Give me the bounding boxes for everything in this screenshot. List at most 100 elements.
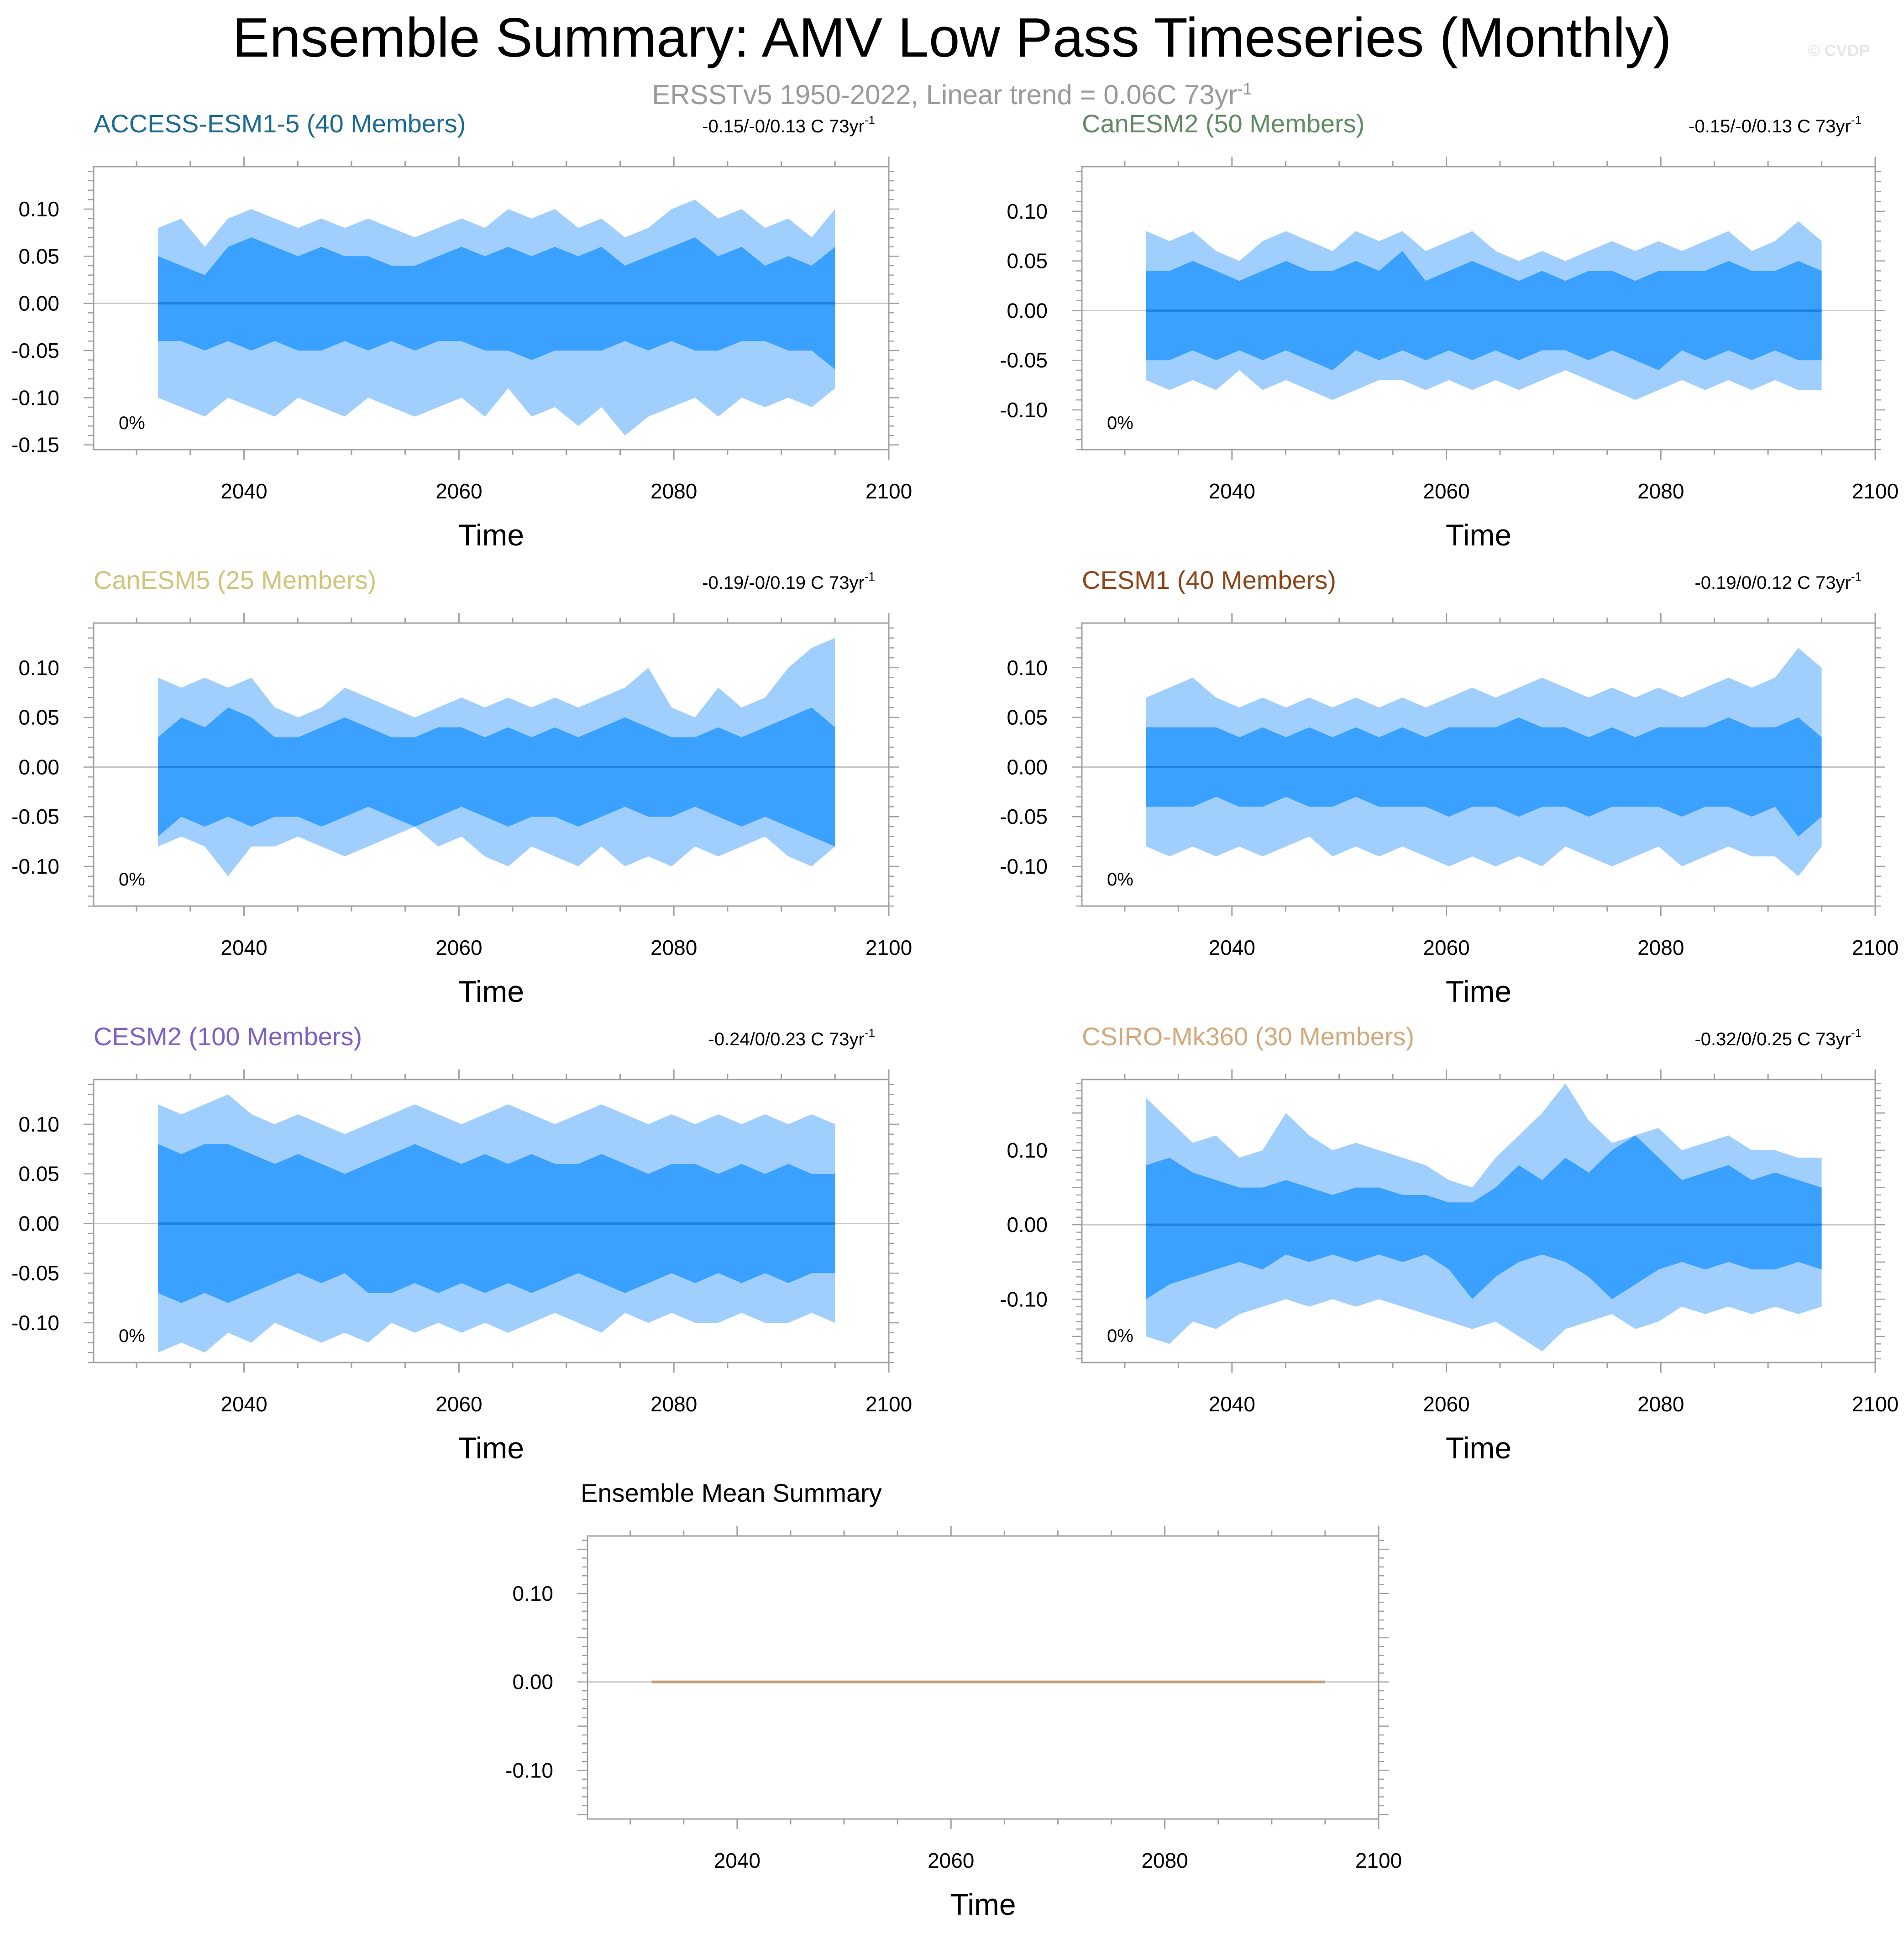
plot-area — [587, 1536, 1379, 1819]
x-tick-label: 2040 — [220, 1392, 267, 1416]
subtitle-text: ERSSTv5 1950-2022, Linear trend = 0.06C … — [652, 79, 1238, 110]
x-tick-label: 2040 — [1209, 479, 1255, 503]
subtitle-superscript: -1 — [1237, 79, 1252, 98]
x-tick-label: 2080 — [1637, 936, 1684, 959]
figure-subtitle: ERSSTv5 1950-2022, Linear trend = 0.06C … — [0, 73, 1904, 111]
percent-label: 0% — [1107, 870, 1133, 890]
y-tick-label: 0.05 — [1007, 706, 1048, 729]
chart-panel-3: 2040 2060 2080 2100 0.10 0.05 0.00 -0.05 -0.10 Ti… — [11, 566, 912, 1008]
y-tick-label: -0.10 — [505, 1758, 553, 1782]
panel-title: CanESM5 (25 Members) — [94, 566, 376, 594]
x-tick-label: 2100 — [865, 1392, 912, 1416]
x-tick-label: 2060 — [435, 1392, 482, 1416]
y-tick-label: 0.10 — [1007, 1138, 1048, 1162]
x-tick-label: 2080 — [1637, 479, 1684, 503]
x-tick-label: 2040 — [714, 1849, 761, 1872]
trend-annotation: -0.19/0/0.12 C 73yr-1 — [1694, 570, 1862, 593]
inner-range-band — [1146, 1135, 1822, 1300]
chart-panel-1: 2040 2060 2080 2100 0.10 0.05 0.00 -0.05 -0.10 -0… — [11, 109, 912, 552]
x-tick-label: 2100 — [1852, 936, 1899, 959]
y-tick-label: 0.00 — [18, 755, 59, 779]
y-tick-label: 0.05 — [18, 244, 59, 268]
trend-annotation-superscript: -1 — [865, 113, 875, 127]
x-axis-label: Time — [458, 975, 524, 1008]
y-tick-label: 0.05 — [18, 706, 59, 729]
x-tick-label: 2100 — [865, 936, 912, 959]
x-tick-label: 2080 — [1141, 1849, 1188, 1872]
inner-range-band — [158, 707, 835, 847]
percent-label: 0% — [1107, 413, 1133, 433]
plot-frame — [1081, 1079, 1876, 1363]
percent-label: 0% — [1107, 1326, 1133, 1346]
x-tick-label: 2060 — [1423, 1392, 1469, 1416]
chart-panel-6: 2040 2060 2080 2100 0.10 0.00 -0.10 Time CSIRO-M… — [1000, 1022, 1899, 1465]
figure-title: Ensemble Summary: AMV Low Pass Timeserie… — [232, 6, 1672, 68]
y-tick-label: 0.05 — [1007, 249, 1048, 273]
percent-label: 0% — [119, 1326, 145, 1346]
chart-panel-2: 2040 2060 2080 2100 0.10 0.05 0.00 -0.05 -0.10 Ti… — [1000, 109, 1899, 552]
y-tick-label: -0.05 — [11, 1261, 59, 1285]
x-tick-label: 2040 — [220, 479, 267, 503]
x-tick-label: 2060 — [435, 479, 482, 503]
trend-annotation-superscript: -1 — [1851, 1026, 1862, 1040]
x-tick-label: 2040 — [1209, 1392, 1255, 1416]
x-tick-label: 2100 — [1852, 479, 1899, 503]
plot-frame — [93, 622, 890, 907]
x-tick-label: 2040 — [220, 936, 267, 959]
x-tick-label: 2100 — [865, 479, 912, 503]
chart-panel-5: 2040 2060 2080 2100 0.10 0.05 0.00 -0.05 -0.10 Ti… — [11, 1022, 912, 1465]
x-tick-label: 2080 — [650, 1392, 697, 1416]
percent-label: 0% — [119, 870, 145, 890]
panel-title: ACCESS-ESM1-5 (40 Members) — [94, 109, 466, 138]
y-tick-label: 0.05 — [18, 1162, 59, 1186]
panel-title: CESM2 (100 Members) — [94, 1022, 362, 1051]
panel-title: CSIRO-Mk360 (30 Members) — [1082, 1022, 1414, 1051]
panel-title: Ensemble Mean Summary — [581, 1478, 882, 1507]
y-tick-label: -0.10 — [1000, 854, 1048, 878]
plot-frame — [93, 166, 890, 451]
y-tick-label: 0.00 — [1007, 1213, 1048, 1237]
y-tick-label: -0.10 — [11, 386, 59, 409]
y-tick-label: -0.10 — [1000, 1287, 1048, 1311]
percent-label: 0% — [119, 413, 145, 433]
chart-panel-4: 2040 2060 2080 2100 0.10 0.05 0.00 -0.05 -0.10 Ti… — [1000, 566, 1899, 1008]
plot-frame — [1081, 166, 1876, 451]
x-tick-label: 2080 — [650, 936, 697, 959]
y-tick-label: -0.05 — [11, 339, 59, 362]
x-axis-label: Time — [458, 1431, 524, 1465]
watermark-label: © CVDP — [1808, 41, 1870, 60]
y-tick-label: 0.10 — [18, 1112, 59, 1136]
y-tick-label: -0.10 — [1000, 398, 1048, 422]
x-tick-label: 2100 — [1355, 1849, 1402, 1872]
y-tick-label: -0.05 — [1000, 348, 1048, 372]
y-tick-label: -0.15 — [11, 433, 59, 457]
plot-frame — [93, 1079, 890, 1363]
trend-annotation: -0.15/-0/0.13 C 73yr-1 — [1689, 113, 1862, 136]
y-tick-label: 0.00 — [1007, 755, 1048, 779]
x-axis-label: Time — [950, 1887, 1016, 1921]
x-tick-label: 2040 — [1209, 936, 1255, 959]
y-tick-label: -0.10 — [11, 854, 59, 878]
trend-annotation: -0.24/0/0.23 C 73yr-1 — [708, 1026, 875, 1049]
trend-annotation: -0.19/-0/0.19 C 73yr-1 — [702, 570, 875, 593]
x-axis-label: Time — [1446, 1431, 1511, 1465]
x-tick-label: 2080 — [650, 479, 697, 503]
y-tick-label: -0.10 — [11, 1311, 59, 1335]
trend-annotation-superscript: -1 — [865, 1026, 875, 1040]
inner-range-band — [1146, 717, 1822, 837]
y-tick-label: 0.00 — [1007, 299, 1048, 322]
trend-annotation-superscript: -1 — [1851, 570, 1862, 583]
x-tick-label: 2100 — [1852, 1392, 1899, 1416]
trend-annotation: -0.15/-0/0.13 C 73yr-1 — [702, 113, 875, 136]
panel-title: CESM1 (40 Members) — [1082, 566, 1336, 594]
y-tick-label: -0.05 — [1000, 805, 1048, 828]
trend-annotation-superscript: -1 — [865, 570, 875, 583]
x-tick-label: 2080 — [1637, 1392, 1684, 1416]
y-tick-label: 0.10 — [1007, 199, 1048, 223]
y-tick-label: 0.10 — [18, 656, 59, 680]
y-tick-label: -0.05 — [11, 805, 59, 828]
plot-frame — [1081, 622, 1876, 907]
chart-panel-7: 2040 2060 2080 2100 0.10 0.00 -0.10 Time Ensembl… — [505, 1478, 1402, 1921]
x-tick-label: 2060 — [1423, 936, 1469, 959]
